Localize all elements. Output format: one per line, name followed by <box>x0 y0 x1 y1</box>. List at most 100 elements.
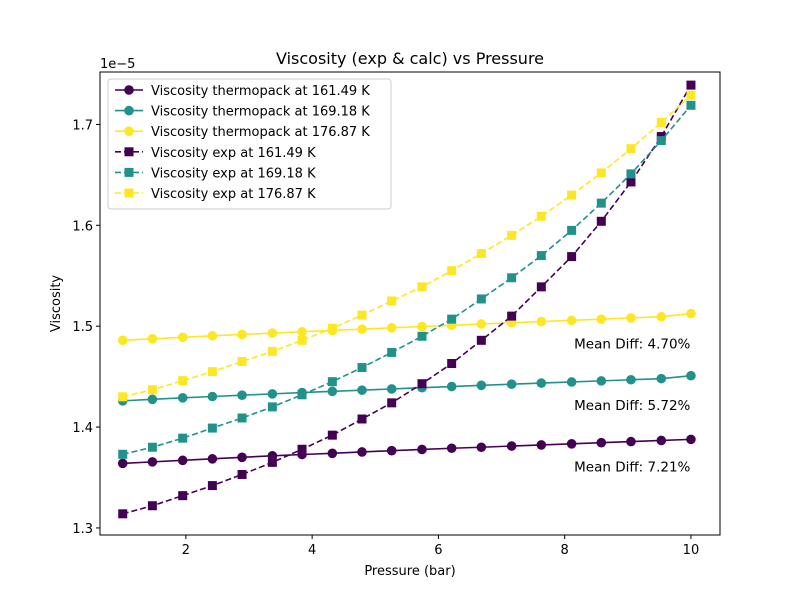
data-point <box>506 379 517 389</box>
legend-entry: Viscosity thermopack at 161.49 K <box>115 84 370 99</box>
legend-marker <box>124 188 134 198</box>
x-tick-label: 2 <box>182 543 190 558</box>
x-axis-label: Pressure (bar) <box>364 564 455 579</box>
data-point <box>147 334 158 344</box>
data-point <box>596 168 606 178</box>
data-point <box>357 414 367 424</box>
x-tick-label: 4 <box>308 543 316 558</box>
data-point <box>446 443 457 454</box>
data-point <box>686 100 696 110</box>
data-point <box>357 385 367 395</box>
data-point <box>566 315 577 326</box>
data-point <box>656 373 667 384</box>
data-point <box>686 434 696 445</box>
data-point <box>626 169 636 179</box>
data-point <box>147 457 158 467</box>
data-point <box>327 377 337 387</box>
data-point <box>476 319 487 329</box>
y-axis-label: Viscosity <box>49 275 64 333</box>
data-point <box>656 435 667 446</box>
x-tick-label: 6 <box>434 543 442 558</box>
data-point <box>267 402 277 412</box>
data-point <box>207 391 218 402</box>
legend-box <box>107 78 392 210</box>
data-point <box>297 390 307 400</box>
series-line-4 <box>122 84 692 515</box>
data-point <box>386 384 397 394</box>
data-point <box>476 380 487 391</box>
data-point <box>297 335 307 345</box>
data-point <box>267 389 278 399</box>
data-point <box>566 377 577 387</box>
axis-ticks: 2 4 6 8 10 1.3 1.4 1.5 1.6 1.7 <box>72 118 699 558</box>
data-point <box>506 441 517 451</box>
data-point <box>626 436 636 447</box>
data-point <box>387 347 397 357</box>
data-point <box>567 252 577 262</box>
data-point <box>178 491 188 501</box>
series-line-2 <box>122 374 692 402</box>
data-point <box>566 439 577 449</box>
data-point <box>536 251 546 261</box>
legend-label: Viscosity thermopack at 161.49 K <box>151 84 370 99</box>
data-point <box>117 335 128 346</box>
data-point <box>237 329 247 340</box>
plot-area <box>117 80 696 519</box>
data-point <box>476 249 486 259</box>
data-point <box>207 423 217 433</box>
series-line-6 <box>122 94 692 398</box>
data-point <box>297 444 307 454</box>
y-tick-label: 1.6 <box>72 219 93 234</box>
data-point <box>237 357 247 367</box>
y-tick-label: 1.3 <box>72 522 93 537</box>
data-point <box>536 316 547 327</box>
legend-entry: Viscosity thermopack at 169.18 K <box>115 105 370 120</box>
data-point <box>507 230 517 240</box>
data-point <box>596 314 607 324</box>
data-point <box>357 310 367 320</box>
data-point <box>386 445 397 456</box>
data-point <box>357 324 367 334</box>
data-point <box>237 469 247 479</box>
data-point <box>267 346 277 356</box>
legend-label: Viscosity thermopack at 176.87 K <box>151 125 370 140</box>
data-point <box>118 392 128 402</box>
data-point <box>118 509 128 519</box>
data-point <box>297 326 307 337</box>
data-point <box>536 282 546 292</box>
chart-title: Viscosity (exp & calc) vs Pressure <box>276 49 544 68</box>
data-point <box>147 501 157 511</box>
y-tick-label: 1.5 <box>72 320 93 335</box>
data-point <box>237 413 247 423</box>
data-point <box>446 381 457 392</box>
data-point <box>447 266 457 276</box>
y-offset-label: 1e−5 <box>100 57 135 72</box>
series-1 <box>117 434 696 469</box>
data-point <box>476 442 487 453</box>
data-point <box>177 332 188 343</box>
data-point <box>327 323 337 333</box>
y-tick-label: 1.4 <box>72 421 93 436</box>
data-point <box>596 437 607 448</box>
legend: Viscosity thermopack at 161.49 K Viscosit… <box>107 78 392 210</box>
data-point <box>476 335 486 345</box>
data-point <box>656 136 666 146</box>
data-point <box>417 331 427 341</box>
data-point <box>357 447 367 457</box>
legend-marker <box>124 167 134 177</box>
data-point <box>656 117 666 127</box>
data-point <box>327 448 338 459</box>
data-point <box>177 393 188 403</box>
data-point <box>447 314 457 324</box>
data-point <box>387 296 397 306</box>
legend-entry: Viscosity exp at 176.87 K <box>115 187 316 202</box>
data-point <box>686 90 696 100</box>
data-point <box>147 442 157 452</box>
data-point <box>327 386 338 397</box>
data-point <box>207 481 217 491</box>
data-point <box>507 273 517 283</box>
data-point <box>536 211 546 221</box>
data-point <box>567 190 577 200</box>
data-point <box>178 376 188 386</box>
